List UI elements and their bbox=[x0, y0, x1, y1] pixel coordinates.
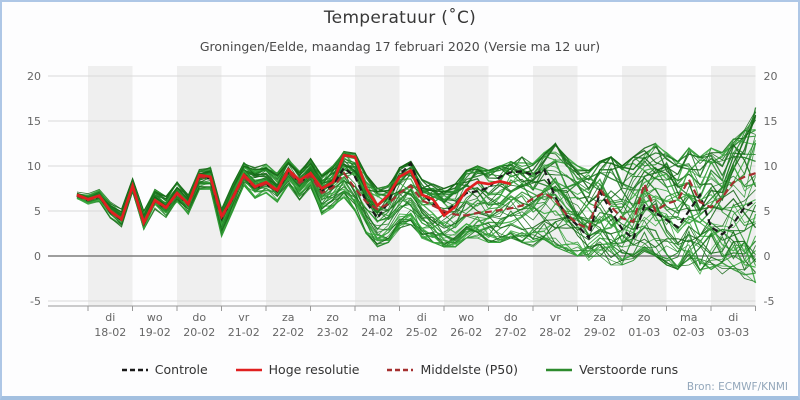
solid-green-line-icon bbox=[546, 368, 573, 371]
x-axis-weekday-label: vr bbox=[550, 311, 562, 324]
x-axis-weekday-label: di bbox=[728, 311, 738, 324]
page-title: Temperatuur (˚C) bbox=[323, 8, 477, 28]
x-axis-weekday-label: wo bbox=[458, 311, 474, 324]
y-axis-label-right: 10 bbox=[764, 160, 778, 173]
day-shade-band bbox=[88, 66, 133, 306]
y-axis-label-right: 5 bbox=[764, 205, 771, 218]
median-p50-line bbox=[76, 170, 756, 231]
chart-subtitle: Groningen/Eelde, maandag 17 februari 202… bbox=[199, 39, 601, 54]
source-credit: Bron: ECMWF/KNMI bbox=[686, 381, 788, 393]
ensemble-member-line bbox=[76, 177, 756, 271]
x-axis-date-label: 01-03 bbox=[628, 326, 660, 339]
x-axis-weekday-label: wo bbox=[147, 311, 163, 324]
x-axis-date-label: 27-02 bbox=[495, 326, 527, 339]
legend-item-controle: Controle bbox=[121, 362, 208, 377]
x-axis-date-label: 28-02 bbox=[539, 326, 571, 339]
x-axis-weekday-label: di bbox=[105, 311, 115, 324]
x-axis-weekday-label: ma bbox=[369, 311, 386, 324]
x-axis-date-label: 19-02 bbox=[139, 326, 171, 339]
x-axis-weekday-label: vr bbox=[238, 311, 250, 324]
x-axis-date-label: 18-02 bbox=[94, 326, 126, 339]
chart-legend: Controle Hoge resolutie Middelste (P50) … bbox=[2, 362, 798, 377]
x-axis-weekday-label: za bbox=[282, 311, 295, 324]
x-axis-date-label: 23-02 bbox=[317, 326, 349, 339]
y-axis-label-left: 15 bbox=[27, 115, 41, 128]
legend-label: Hoge resolutie bbox=[268, 362, 360, 377]
solid-red-line-icon bbox=[235, 368, 262, 371]
x-axis-weekday-label: za bbox=[593, 311, 606, 324]
x-axis-weekday-label: di bbox=[417, 311, 427, 324]
y-axis-label-right: 15 bbox=[764, 115, 778, 128]
x-axis-date-label: 22-02 bbox=[272, 326, 304, 339]
y-axis-label-left: -5 bbox=[30, 295, 41, 308]
x-axis-date-label: 26-02 bbox=[450, 326, 482, 339]
y-axis-label-right: -5 bbox=[764, 295, 775, 308]
y-axis-label-left: 10 bbox=[27, 160, 41, 173]
dashed-darkred-line-icon bbox=[387, 368, 414, 371]
legend-item-middelste-p50: Middelste (P50) bbox=[387, 362, 518, 377]
x-axis-date-label: 21-02 bbox=[228, 326, 260, 339]
x-axis-weekday-label: zo bbox=[638, 311, 651, 324]
x-axis-weekday-label: ma bbox=[680, 311, 697, 324]
x-axis-date-label: 20-02 bbox=[183, 326, 215, 339]
y-axis-label-left: 0 bbox=[34, 250, 41, 263]
hires-line bbox=[76, 153, 512, 227]
legend-label: Middelste (P50) bbox=[420, 362, 519, 377]
x-axis-date-label: 24-02 bbox=[361, 326, 393, 339]
x-axis-date-label: 02-03 bbox=[673, 326, 705, 339]
ensemble-member-line bbox=[76, 161, 756, 260]
y-axis-label-left: 20 bbox=[27, 70, 41, 83]
legend-item-hoge-resolutie: Hoge resolutie bbox=[235, 362, 360, 377]
x-axis-weekday-label: do bbox=[192, 311, 206, 324]
y-axis-label-left: 5 bbox=[34, 205, 41, 218]
y-axis-label-right: 20 bbox=[764, 70, 778, 83]
x-axis-weekday-label: zo bbox=[326, 311, 339, 324]
y-axis-label-right: 0 bbox=[764, 250, 771, 263]
x-axis-date-label: 25-02 bbox=[406, 326, 438, 339]
legend-item-verstoorde-runs: Verstoorde runs bbox=[546, 362, 678, 377]
x-axis-date-label: 03-03 bbox=[717, 326, 749, 339]
x-axis-weekday-label: do bbox=[504, 311, 518, 324]
dashed-black-line-icon bbox=[121, 368, 148, 371]
legend-label: Controle bbox=[154, 362, 208, 377]
legend-label: Verstoorde runs bbox=[579, 362, 679, 377]
x-axis-date-label: 29-02 bbox=[584, 326, 616, 339]
